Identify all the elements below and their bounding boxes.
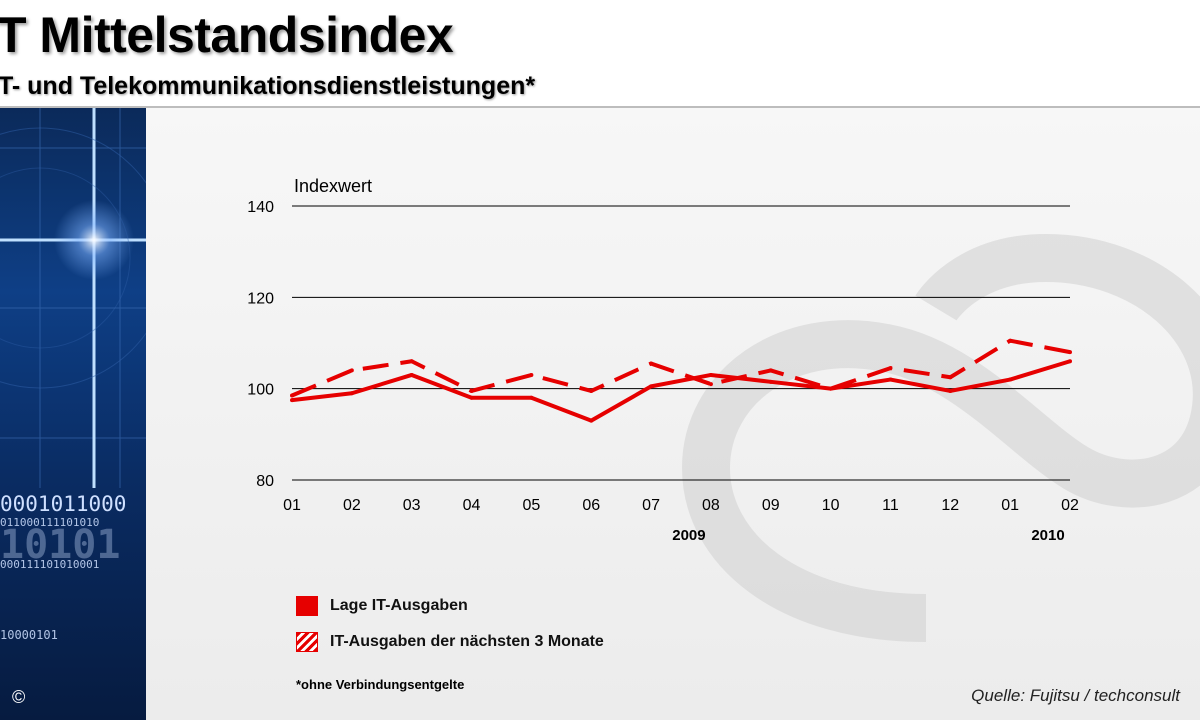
source-credit: Quelle: Fujitsu / techconsult [971, 686, 1180, 705]
chart-panel: Indexwert 80 100 120 140 01 02 03 04 05 06 07 08 09… [146, 108, 1200, 720]
data-point [1008, 338, 1013, 343]
y-tick-label: 100 [247, 382, 274, 399]
y-tick-label: 80 [256, 473, 274, 490]
binary-text: 0001011000 [0, 492, 127, 516]
x-tick-label: 02 [343, 497, 361, 514]
legend-item-solid: Lage IT-Ausgaben [296, 596, 468, 616]
data-point [948, 388, 953, 393]
legend-swatch-solid [296, 596, 318, 616]
y-tick-label: 140 [247, 199, 274, 216]
series-line-dashed [291, 338, 1071, 398]
data-point [589, 418, 594, 423]
data-point [828, 386, 833, 391]
footnote: *ohne Verbindungsentgelte [296, 677, 465, 692]
x-tick-label: 02 [1061, 497, 1079, 514]
data-point [409, 359, 414, 364]
data-point [1008, 377, 1013, 382]
x-tick-label: 04 [463, 497, 481, 514]
year-label: 2009 [672, 527, 705, 544]
x-tick-label: 01 [283, 497, 301, 514]
data-point [469, 395, 474, 400]
x-tick-label: 01 [1001, 497, 1019, 514]
data-point [708, 382, 713, 387]
y-axis-label: Indexwert [294, 176, 372, 196]
line-chart: Indexwert 80 100 120 140 01 02 03 04 05 06 07 08 09… [247, 176, 1200, 642]
x-tick-label: 08 [702, 497, 720, 514]
page-title: T Mittelstandsindex [0, 7, 454, 63]
watermark-logo [681, 233, 1200, 642]
x-tick-label: 03 [403, 497, 421, 514]
data-point [888, 377, 893, 382]
data-point [409, 372, 414, 377]
data-point [349, 368, 354, 373]
x-tick-label: 07 [642, 497, 660, 514]
data-point [589, 388, 594, 393]
data-point [290, 398, 294, 403]
sidebar-art [0, 108, 146, 488]
copyright-symbol: © [12, 687, 26, 707]
binary-text: 10000101 [0, 628, 58, 642]
data-point [649, 361, 654, 366]
data-point [768, 379, 773, 384]
data-point [469, 388, 474, 393]
data-point [768, 368, 773, 373]
decorative-sidebar: 0001011000 011000111101010 10101 0001111… [0, 108, 146, 720]
data-point [708, 372, 713, 377]
data-point [290, 393, 294, 398]
legend-item-dashed: IT-Ausgaben der nächsten 3 Monate [296, 632, 604, 652]
legend-label: IT-Ausgaben der nächsten 3 Monate [330, 633, 604, 650]
page-subtitle: T- und Telekommunikationsdienstleistunge… [0, 72, 536, 100]
y-tick-label: 120 [247, 290, 274, 307]
x-tick-label: 06 [582, 497, 600, 514]
data-point [349, 391, 354, 396]
data-point [649, 384, 654, 389]
x-tick-label: 05 [522, 497, 540, 514]
data-point [529, 395, 534, 400]
binary-text: 10101 [0, 522, 121, 568]
x-tick-label: 09 [762, 497, 780, 514]
series-line-solid [291, 359, 1071, 423]
legend-label: Lage IT-Ausgaben [330, 597, 468, 614]
header: T Mittelstandsindex T- und Telekommunika… [0, 0, 1200, 108]
data-point [888, 366, 893, 371]
x-tick-label: 11 [882, 497, 899, 514]
legend-swatch-hatched [296, 632, 318, 652]
year-label: 2010 [1031, 527, 1064, 544]
data-point [1068, 359, 1072, 364]
x-tick-label: 10 [822, 497, 840, 514]
data-point [1068, 350, 1072, 355]
x-tick-label: 12 [941, 497, 959, 514]
binary-text: 011000111101010 [0, 516, 100, 529]
binary-text: 000111101010001 [0, 558, 100, 571]
data-point [529, 372, 534, 377]
data-point [948, 375, 953, 380]
